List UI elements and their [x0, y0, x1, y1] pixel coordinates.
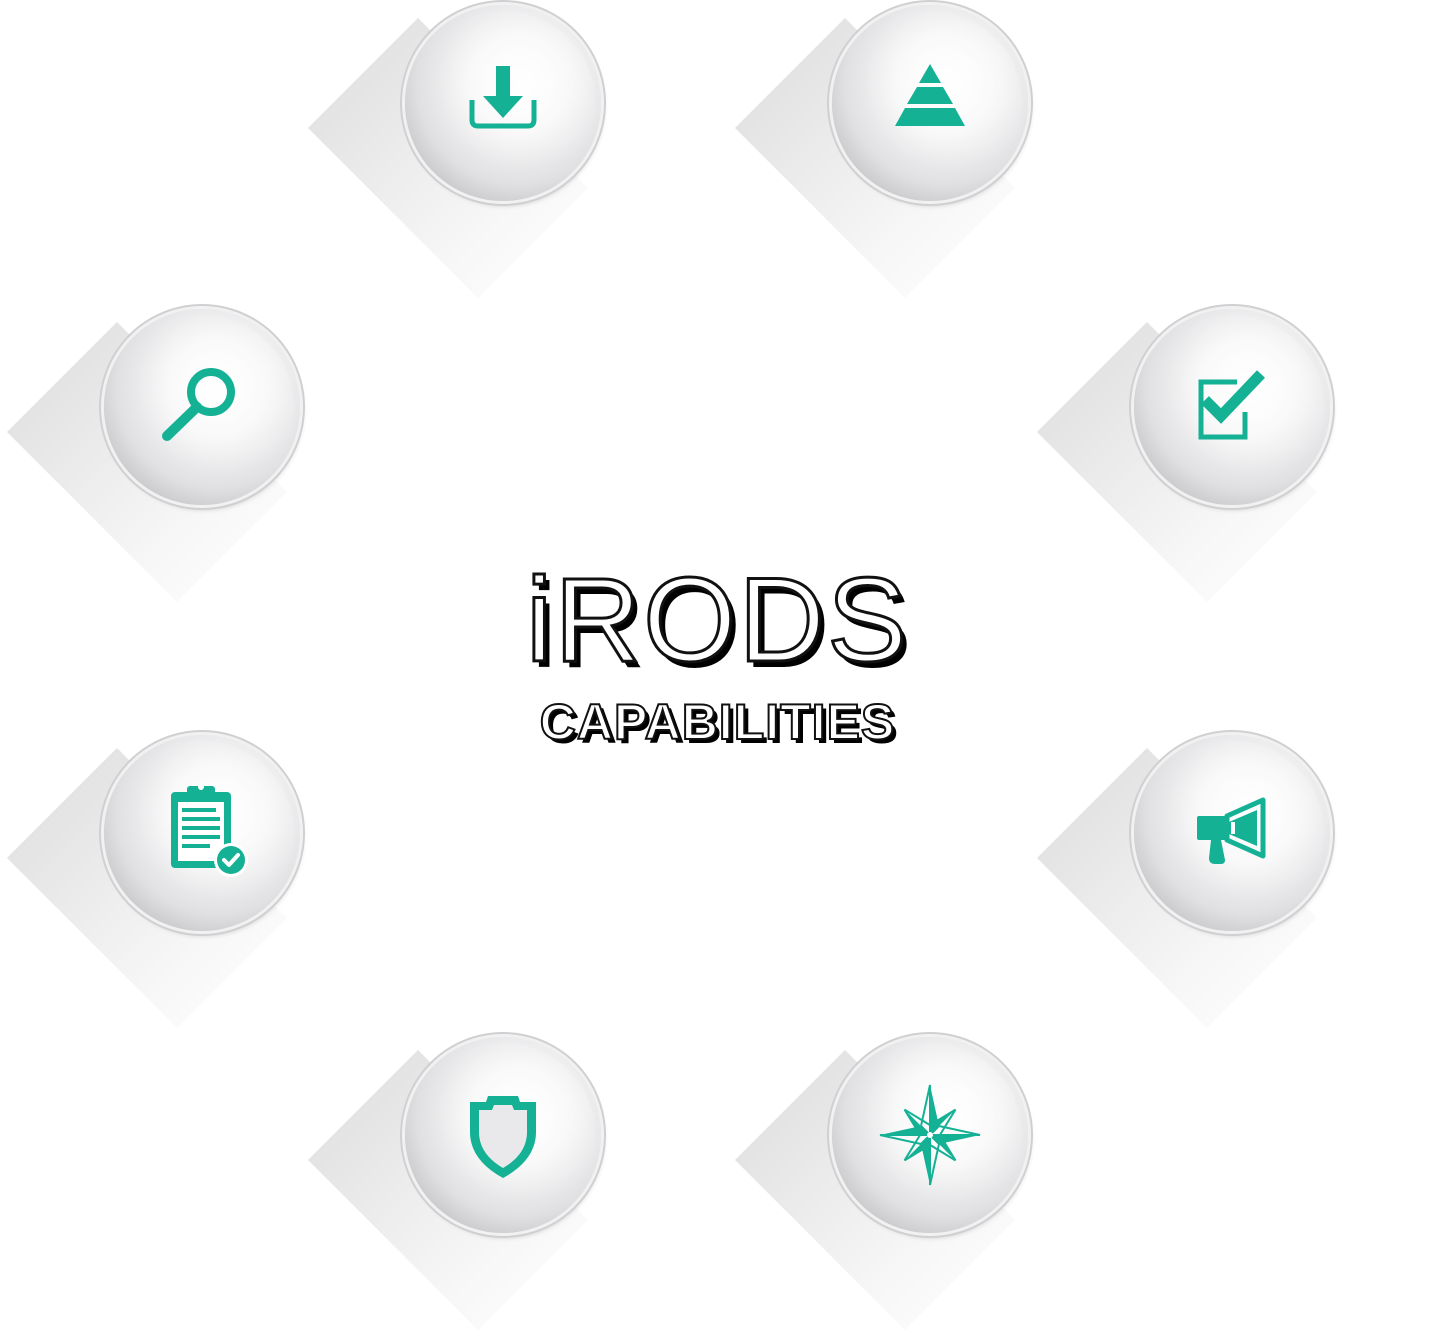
search-icon	[162, 368, 235, 441]
capability-button[interactable]	[104, 309, 300, 505]
pyramid-icon	[895, 64, 965, 126]
capability-compliance[interactable]	[7, 735, 300, 1028]
capability-button[interactable]	[405, 5, 601, 201]
capability-hierarchy[interactable]	[735, 5, 1028, 298]
capability-button[interactable]	[832, 1037, 1028, 1233]
compass-rose-icon	[879, 1084, 981, 1186]
capability-button[interactable]	[1134, 735, 1330, 931]
checkbox-icon	[1198, 370, 1265, 440]
capability-button[interactable]	[104, 735, 300, 931]
capability-button[interactable]	[1134, 309, 1330, 505]
capability-button[interactable]	[405, 1037, 601, 1233]
shield-icon	[470, 1096, 536, 1178]
capability-download[interactable]	[308, 5, 601, 298]
page-subtitle: CAPABILITIES	[539, 693, 896, 751]
capability-search[interactable]	[7, 309, 300, 602]
page-title: iRODS	[524, 553, 910, 687]
capability-navigation[interactable]	[735, 1037, 1028, 1330]
capability-button[interactable]	[832, 5, 1028, 201]
capability-verify[interactable]	[1037, 309, 1330, 602]
clipboard-check-icon	[171, 784, 248, 877]
megaphone-icon	[1197, 797, 1266, 864]
capability-security[interactable]	[308, 1037, 601, 1330]
capability-notify[interactable]	[1037, 735, 1330, 1028]
download-icon	[469, 66, 537, 129]
